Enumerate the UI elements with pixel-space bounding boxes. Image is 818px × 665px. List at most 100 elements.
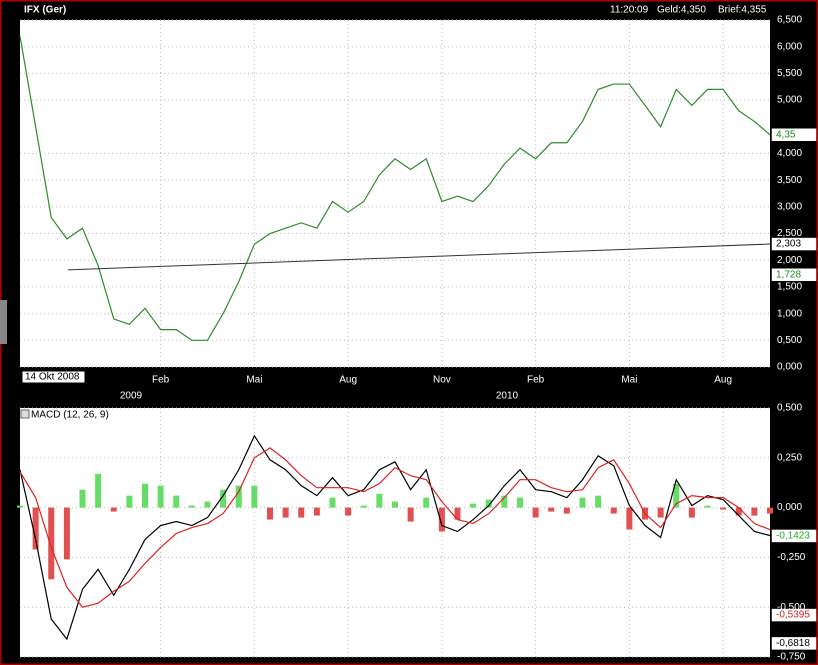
marker-label: -0,5395 bbox=[776, 610, 810, 621]
price-line bbox=[19, 35, 771, 341]
histogram-bar bbox=[688, 507, 695, 518]
cursor-label-box bbox=[21, 370, 86, 384]
marker-label: -0,1423 bbox=[776, 531, 810, 542]
histogram-bar bbox=[470, 503, 477, 508]
marker-label-box bbox=[771, 608, 817, 622]
histogram-bar bbox=[235, 485, 242, 508]
histogram-bar bbox=[532, 507, 539, 518]
histogram-bar bbox=[563, 507, 570, 514]
y-tick-label: -0,250 bbox=[777, 552, 806, 563]
cursor-label: 14 Okt 2008 bbox=[25, 372, 80, 383]
histogram-bar bbox=[126, 495, 133, 508]
histogram-bar bbox=[173, 495, 180, 508]
y-tick-label: 3,000 bbox=[777, 201, 802, 212]
marker-label-box bbox=[771, 529, 817, 543]
histogram-bar bbox=[48, 507, 55, 580]
histogram-bar bbox=[704, 505, 711, 508]
marker-label: -0,6818 bbox=[776, 638, 810, 649]
histogram-bar bbox=[267, 507, 273, 520]
macd-line bbox=[19, 447, 771, 608]
histogram-bar bbox=[79, 489, 86, 508]
marker-label-box bbox=[771, 637, 817, 650]
panel-title: MACD (12, 26, 9) bbox=[31, 410, 109, 421]
year-label: 2009 bbox=[120, 391, 143, 402]
x-tick-label: Feb bbox=[527, 375, 545, 386]
histogram-bar bbox=[157, 485, 164, 508]
histogram-bar bbox=[548, 507, 555, 512]
macd-line bbox=[19, 434, 771, 641]
histogram-bar bbox=[626, 507, 633, 530]
y-tick-label: 4,000 bbox=[777, 148, 802, 159]
y-tick-label: 6,500 bbox=[777, 15, 802, 26]
low-marker-label-box bbox=[771, 268, 817, 282]
y-tick-label: 3,500 bbox=[777, 175, 802, 186]
histogram-bar bbox=[63, 507, 70, 560]
histogram-bar bbox=[673, 483, 680, 508]
trendline-label-box bbox=[771, 237, 817, 251]
histogram-bar bbox=[313, 507, 320, 516]
y-tick-label: 0,500 bbox=[777, 335, 802, 346]
histogram-bar bbox=[32, 507, 39, 550]
y-tick-label: 2,000 bbox=[777, 255, 802, 266]
low-marker-label: 1,728 bbox=[776, 269, 801, 280]
y-tick-label: 2,500 bbox=[777, 228, 802, 239]
histogram-bar bbox=[282, 507, 289, 518]
x-tick-label: Nov bbox=[433, 375, 451, 386]
y-tick-label: 1,500 bbox=[777, 282, 802, 293]
histogram-bar bbox=[720, 507, 727, 510]
last-price-label: 4,35 bbox=[776, 129, 796, 140]
histogram-bar bbox=[17, 505, 23, 508]
year-label: 2010 bbox=[496, 391, 519, 402]
price-plot bbox=[20, 20, 770, 367]
time: 11:20:09 bbox=[610, 5, 649, 16]
histogram-bar bbox=[657, 507, 664, 518]
y-tick-label: 0,000 bbox=[777, 362, 802, 373]
y-tick-label: 5,000 bbox=[777, 95, 802, 106]
y-tick-label: -0,500 bbox=[777, 602, 806, 613]
histogram-bar bbox=[454, 507, 461, 520]
histogram-bar bbox=[392, 501, 398, 508]
bid: Geld:4,350 bbox=[657, 5, 706, 16]
y-tick-label: -0,750 bbox=[777, 652, 806, 663]
histogram-bar bbox=[485, 499, 492, 508]
x-tick-label: Feb bbox=[152, 375, 170, 386]
histogram-bar bbox=[407, 507, 414, 522]
histogram-bar bbox=[423, 497, 430, 508]
histogram-bar bbox=[595, 495, 602, 508]
histogram-bar bbox=[767, 507, 773, 514]
y-tick-label: 0,500 bbox=[777, 403, 802, 414]
histogram-bar bbox=[220, 489, 227, 508]
trendline-label: 2,303 bbox=[776, 239, 801, 250]
x-tick-label: Aug bbox=[339, 375, 357, 386]
histogram-bar bbox=[610, 507, 617, 514]
x-tick-label: Aug bbox=[714, 375, 732, 386]
histogram-bar bbox=[188, 505, 195, 508]
histogram-bar bbox=[360, 505, 367, 508]
histogram-bar bbox=[329, 497, 336, 508]
histogram-bar bbox=[345, 507, 352, 516]
histogram-bar bbox=[751, 507, 758, 516]
trendline bbox=[67, 243, 771, 271]
histogram-bar bbox=[735, 507, 742, 516]
side-tab[interactable] bbox=[0, 300, 7, 344]
histogram-bar bbox=[517, 497, 523, 508]
x-tick-label: Mai bbox=[621, 375, 637, 386]
y-tick-label: 0,000 bbox=[777, 502, 802, 513]
x-tick-label: Mai bbox=[246, 375, 262, 386]
ask: Brief:4,355 bbox=[718, 5, 767, 16]
histogram-bar bbox=[110, 507, 117, 512]
histogram-bar bbox=[376, 493, 383, 508]
histogram-bar bbox=[204, 501, 211, 508]
histogram-bar bbox=[438, 507, 445, 532]
histogram-bar bbox=[251, 485, 258, 508]
histogram-bar bbox=[298, 507, 305, 518]
close-box bbox=[20, 409, 30, 419]
histogram-bar bbox=[501, 495, 508, 508]
y-tick-label: 0,250 bbox=[777, 452, 802, 463]
macd-plot bbox=[20, 408, 770, 657]
last-price-label-box bbox=[771, 128, 817, 142]
histogram-bar bbox=[142, 483, 148, 508]
y-tick-label: 1,000 bbox=[777, 308, 802, 319]
symbol: IFX (Ger) bbox=[24, 5, 66, 16]
